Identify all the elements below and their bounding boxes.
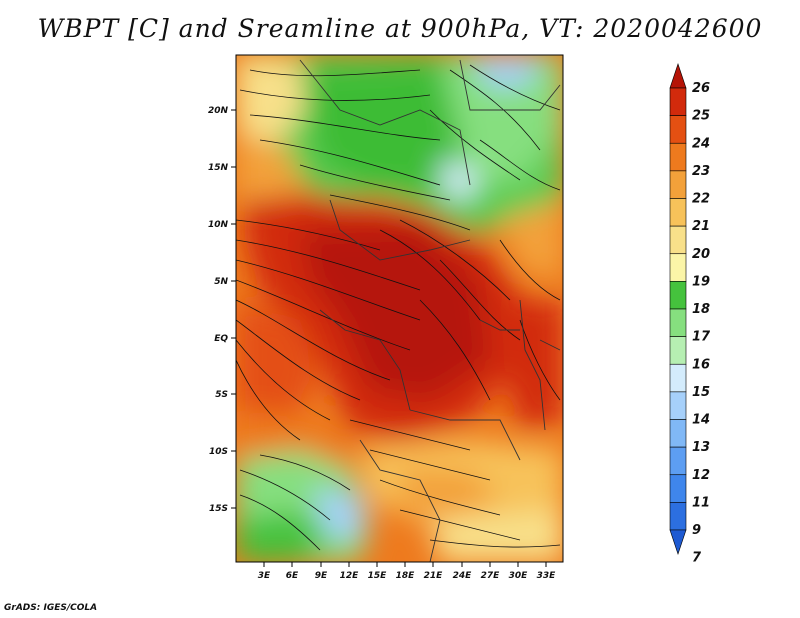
country-boundaries	[299, 59, 561, 562]
lon-tick-label: 21E	[424, 571, 444, 581]
lon-tick: 12E	[340, 562, 360, 581]
colorbar-segment	[669, 142, 687, 172]
lon-tick: 27E	[481, 562, 501, 581]
colorbar-segment	[669, 198, 687, 227]
colorbar-segment	[669, 225, 687, 255]
colorbar-segment	[669, 87, 687, 116]
colorbar-label: 21	[692, 219, 710, 234]
lon-tick-label: 33E	[537, 571, 557, 581]
lon-tick: 15E	[368, 562, 388, 581]
colorbar-label: 15	[692, 385, 710, 400]
colorbar-segment	[669, 419, 687, 448]
colorbar-segment	[669, 502, 687, 531]
map-title: WBPT [C] and Sreamline at 900hPa, VT: 20…	[37, 14, 763, 43]
lon-tick: 24E	[453, 562, 473, 581]
colorbar-label: 11	[692, 495, 710, 510]
lon-tick-label: 15E	[368, 571, 388, 581]
lon-tick: 3E	[258, 562, 271, 581]
lon-tick-label: 24E	[453, 571, 473, 581]
lon-tick: 33E	[537, 562, 557, 581]
latitude-axis: 20N 15N 10N 5N EQ 5S 10S 15S	[208, 106, 236, 514]
lat-tick: 15N	[208, 163, 236, 173]
lon-tick-label: 3E	[258, 571, 271, 581]
colorbar-segment	[669, 308, 687, 337]
colorbar-label: 9	[692, 523, 701, 538]
colorbar-label: 7	[692, 551, 702, 566]
lat-tick-label: 10S	[209, 447, 228, 457]
lon-tick-label: 12E	[340, 571, 360, 581]
colorbar-label: 17	[692, 330, 711, 345]
colorbar-label: 22	[692, 192, 710, 207]
longitude-axis: 3E 6E 9E 12E 15E 18E 21E 24E 27E 30E 33E	[258, 562, 556, 581]
lat-tick: 10N	[208, 220, 236, 230]
lat-tick: 5S	[215, 390, 236, 400]
colorbar-segment	[669, 363, 687, 393]
colorbar-segment	[669, 170, 687, 199]
grads-credit: GrADS: IGES/COLA	[4, 603, 98, 613]
colorbar-segment	[669, 115, 687, 144]
colorbar-label: 26	[692, 81, 710, 96]
lon-tick: 6E	[286, 562, 299, 581]
lon-tick: 21E	[424, 562, 444, 581]
lat-tick-label: 15N	[208, 163, 229, 173]
lon-tick: 30E	[509, 562, 529, 581]
colorbar: 26 25 24 23 22 21 20 19 18 17 16 15 14 13 12 11 9 7	[669, 63, 711, 566]
colorbar-label: 20	[692, 247, 710, 262]
lat-tick: 15S	[209, 504, 236, 514]
lon-tick-label: 9E	[315, 571, 328, 581]
streamlines	[236, 64, 561, 551]
lat-tick-label: 5N	[214, 277, 228, 287]
colorbar-label: 18	[692, 302, 710, 317]
lat-tick-label: 10N	[208, 220, 229, 230]
lon-tick-label: 6E	[286, 571, 299, 581]
colorbar-segment	[669, 391, 687, 420]
colorbar-segment	[669, 336, 687, 365]
lon-tick: 9E	[315, 562, 328, 581]
colorbar-segment	[669, 281, 687, 310]
wbpt-shaded-field	[236, 55, 563, 562]
lon-tick-label: 27E	[481, 571, 501, 581]
lat-tick: 10S	[209, 447, 236, 457]
lat-tick-label: EQ	[214, 334, 228, 344]
colorbar-label: 14	[692, 413, 710, 428]
colorbar-label: 13	[692, 440, 710, 455]
lat-tick-label: 15S	[209, 504, 228, 514]
lon-tick: 18E	[396, 562, 416, 581]
lat-tick: 5N	[214, 277, 236, 287]
colorbar-segment	[669, 474, 687, 503]
lon-tick-label: 18E	[396, 571, 416, 581]
colorbar-bottom-triangle	[669, 529, 687, 555]
colorbar-label: 24	[692, 136, 710, 151]
colorbar-label: 19	[692, 274, 710, 289]
lat-tick: EQ	[214, 334, 236, 344]
colorbar-label: 16	[692, 357, 710, 372]
colorbar-segment	[669, 446, 687, 476]
map-frame	[235, 54, 564, 563]
colorbar-top-triangle	[669, 63, 687, 89]
lat-tick: 20N	[208, 106, 236, 116]
colorbar-segment	[669, 253, 687, 282]
colorbar-label: 23	[692, 164, 710, 179]
colorbar-label: 25	[692, 109, 710, 124]
colorbar-label: 12	[692, 468, 710, 483]
lat-tick-label: 5S	[215, 390, 228, 400]
lon-tick-label: 30E	[509, 571, 529, 581]
lat-tick-label: 20N	[208, 106, 229, 116]
